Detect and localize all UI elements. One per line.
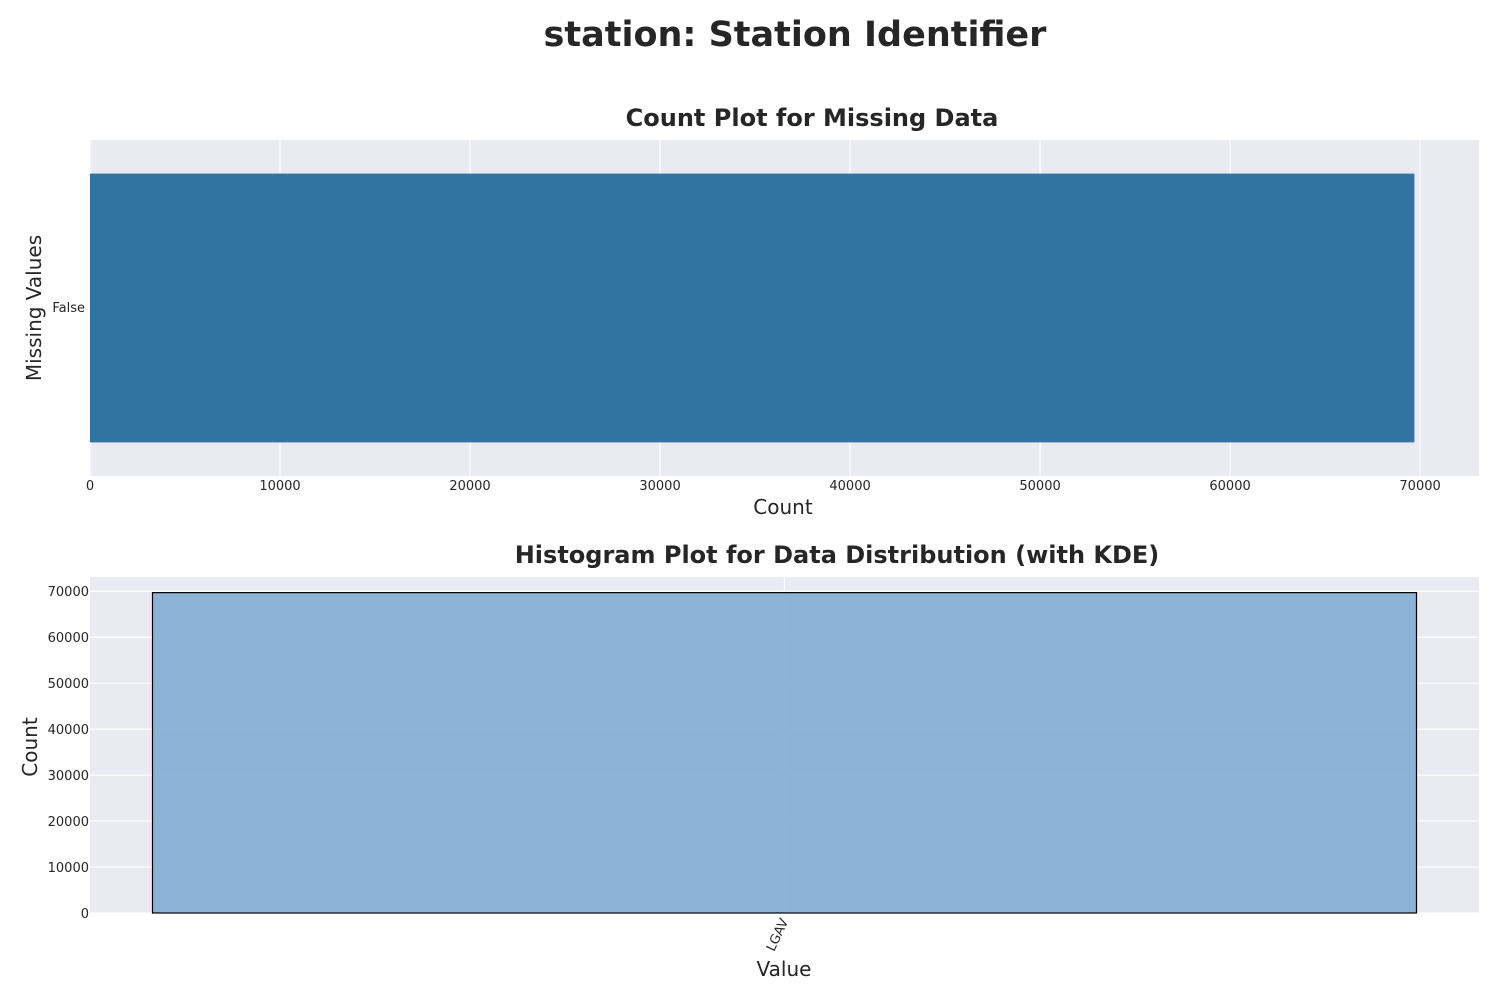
histogram-y-tick-label: 60000 (48, 631, 89, 646)
histogram-y-ticks: 0 10000 20000 30000 40000 50000 60000 70000 (48, 585, 89, 922)
count-plot-x-tick-label: 60000 (1209, 479, 1250, 494)
count-plot-x-tick-label: 0 (86, 479, 94, 494)
count-plot-x-label: Count (753, 495, 813, 519)
histogram-y-label: Count (18, 717, 42, 777)
histogram-y-tick-label: 50000 (48, 677, 89, 692)
histogram-bar (151, 592, 1418, 914)
histogram-y-tick-label: 40000 (48, 723, 89, 738)
count-plot-bar (90, 173, 1415, 443)
count-plot-x-tick-label: 10000 (259, 479, 300, 494)
histogram-y-tick-label: 0 (81, 907, 89, 922)
count-plot-x-tick-label: 50000 (1019, 479, 1060, 494)
histogram-title: Histogram Plot for Data Distribution (wi… (515, 541, 1160, 569)
count-plot-panel: 0 10000 20000 30000 40000 50000 60000 70000 Fal… (22, 104, 1479, 519)
count-plot-x-tick-label: 70000 (1399, 479, 1440, 494)
histogram-y-tick-label: 30000 (48, 769, 89, 784)
count-plot-x-ticks: 0 10000 20000 30000 40000 50000 60000 70000 (86, 479, 1441, 494)
count-plot-y-label: Missing Values (22, 235, 46, 381)
count-plot-x-tick-label: 40000 (829, 479, 870, 494)
count-plot-title: Count Plot for Missing Data (626, 104, 999, 132)
count-plot-y-tick-label: False (52, 301, 85, 316)
count-plot-x-tick-label: 30000 (639, 479, 680, 494)
count-plot-bars (90, 173, 1415, 443)
histogram-y-tick-label: 10000 (48, 861, 89, 876)
histogram-bars (151, 592, 1418, 914)
count-plot-x-tick-label: 20000 (449, 479, 490, 494)
figure-suptitle: station: Station Identifier (544, 15, 1048, 55)
histogram-y-tick-label: 70000 (48, 585, 89, 600)
histogram-y-tick-label: 20000 (48, 815, 89, 830)
count-plot-y-ticks: False (52, 301, 85, 316)
histogram-x-label: Value (757, 957, 812, 981)
